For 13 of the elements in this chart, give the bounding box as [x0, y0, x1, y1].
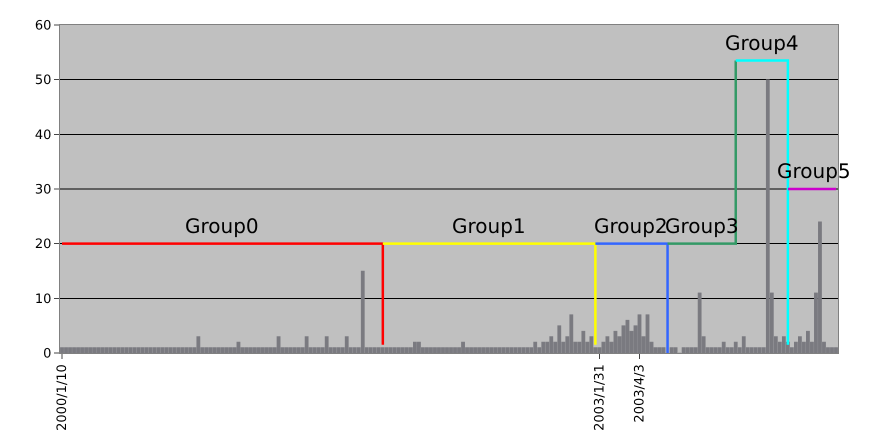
- y-tick-label: 10: [34, 292, 52, 307]
- x-tick-label: 2003/4/3: [632, 364, 648, 423]
- x-tick-label: 2003/1/31: [592, 364, 608, 431]
- series-label: Group0: [185, 214, 259, 238]
- y-tick-label: 0: [43, 346, 52, 362]
- y-tick-label: 30: [34, 182, 52, 198]
- y-tick-label: 40: [34, 128, 52, 143]
- y-tick-label: 50: [34, 73, 52, 88]
- x-tick-label: 2000/1/10: [55, 364, 70, 431]
- y-tick-label: 20: [34, 237, 52, 252]
- series-label: Group4: [725, 31, 799, 55]
- y-tick-label: 60: [34, 18, 52, 34]
- series-label: Group1: [452, 214, 526, 238]
